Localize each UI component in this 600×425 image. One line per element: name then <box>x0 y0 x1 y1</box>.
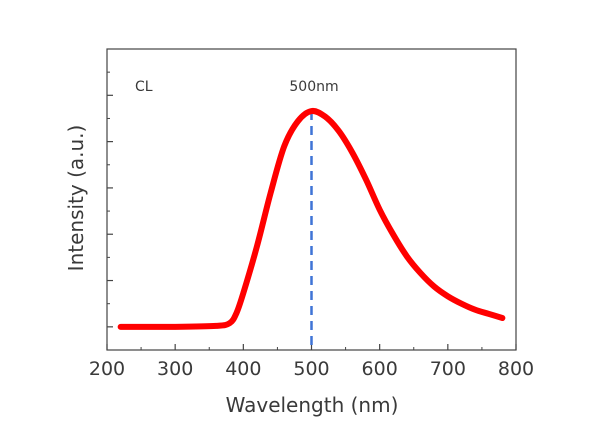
x-axis-label: Wavelength (nm) <box>226 393 399 417</box>
x-tick-label: 500 <box>293 358 329 380</box>
x-tick-label: 400 <box>225 358 261 380</box>
x-tick-label: 200 <box>89 358 125 380</box>
annotation-cl: CL <box>135 79 153 95</box>
y-axis-ticks <box>107 71 113 328</box>
series-line <box>117 107 506 330</box>
x-axis-ticks: 200 300 400 500 600 700 800 <box>89 344 534 380</box>
x-tick-label: 700 <box>430 358 466 380</box>
x-tick-label: 600 <box>362 358 398 380</box>
x-tick-label: 300 <box>157 358 193 380</box>
x-tick-label: 800 <box>498 358 534 380</box>
annotation-peak: 500nm <box>289 79 338 95</box>
y-axis-label: Intensity (a.u.) <box>64 125 88 272</box>
